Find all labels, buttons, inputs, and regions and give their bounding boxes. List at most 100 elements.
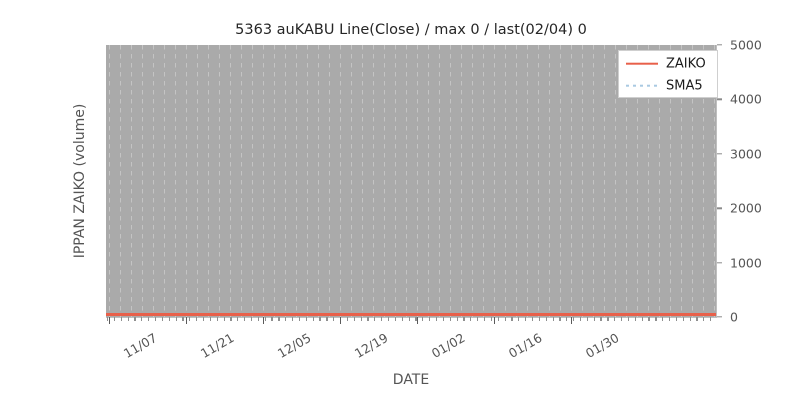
x-tick-minor: [107, 317, 109, 321]
x-tick-minor: [154, 317, 157, 321]
x-tick-minor: [223, 317, 225, 321]
y-tick-mark: [717, 316, 722, 318]
axis-spine-right: [716, 45, 718, 318]
x-tick-label: 12/05: [274, 330, 314, 362]
x-tick-minor: [477, 317, 479, 321]
x-tick-minor: [134, 317, 136, 321]
x-tick-minor: [586, 317, 588, 321]
x-tick-minor: [120, 317, 122, 321]
gridline-vertical: [372, 45, 374, 317]
x-tick-minor: [353, 317, 355, 321]
y-tick-label: 0: [730, 309, 738, 325]
x-tick-minor: [566, 317, 568, 321]
gridline-vertical: [625, 45, 627, 317]
x-tick-minor: [216, 317, 218, 321]
gridline-vertical: [680, 45, 682, 317]
x-tick-minor: [244, 317, 246, 321]
gridline-vertical: [669, 45, 671, 317]
gridline-vertical: [295, 45, 297, 317]
x-tick-minor: [415, 317, 417, 321]
legend-label-zaiko: ZAIKO: [666, 56, 706, 71]
x-tick-minor: [292, 317, 294, 321]
gridline-vertical: [460, 45, 462, 317]
x-tick-minor: [593, 317, 595, 321]
dotted-line-swatch-icon: [626, 84, 658, 87]
gridline-vertical: [240, 45, 242, 317]
gridline-vertical: [339, 45, 341, 317]
x-tick-minor: [429, 317, 431, 321]
gridline-vertical: [427, 45, 429, 317]
gridline-vertical: [361, 45, 363, 317]
gridline-vertical: [537, 45, 539, 317]
x-tick-minor: [490, 317, 492, 321]
gridline-vertical: [130, 45, 132, 317]
y-axis-label: IPPAN ZAIKO (volume): [72, 103, 88, 259]
x-tick-minor: [333, 317, 335, 321]
x-tick-minor: [237, 317, 239, 321]
gridline-vertical: [196, 45, 198, 317]
legend-entry-sma5[interactable]: SMA5: [619, 75, 717, 96]
x-axis-label: DATE: [392, 372, 430, 388]
x-tick-minor: [552, 317, 554, 321]
x-tick-minor: [648, 317, 650, 321]
gridline-vertical: [493, 45, 495, 317]
gridline-vertical: [273, 45, 275, 317]
gridline-vertical: [636, 45, 638, 317]
vertical-gridlines: [106, 45, 716, 317]
x-tick-minor: [525, 317, 527, 321]
gridline-vertical: [306, 45, 308, 317]
y-tick-label: 4000: [730, 91, 762, 107]
gridline-vertical: [438, 45, 440, 317]
x-tick-minor: [538, 317, 540, 321]
x-tick-minor: [559, 317, 561, 321]
x-tick-major: [417, 317, 419, 324]
gridline-vertical: [119, 45, 121, 317]
x-tick-minor: [442, 317, 445, 321]
x-tick-minor: [545, 317, 547, 321]
x-tick-minor: [298, 317, 301, 321]
x-tick-minor: [285, 317, 287, 321]
x-tick-minor: [511, 317, 513, 321]
x-tick-minor: [497, 317, 499, 321]
gridline-vertical: [691, 45, 693, 317]
x-tick-minor: [579, 317, 582, 321]
gridline-vertical: [229, 45, 231, 317]
gridline-vertical: [449, 45, 451, 317]
plot-area[interactable]: [106, 45, 716, 317]
chart-legend[interactable]: ZAIKO SMA5: [618, 50, 718, 98]
gridline-vertical: [383, 45, 385, 317]
x-tick-minor: [682, 317, 684, 321]
x-tick-minor: [168, 317, 170, 321]
y-tick-mark: [717, 261, 722, 264]
y-tick-label: 2000: [730, 200, 762, 216]
gridline-vertical: [405, 45, 407, 317]
gridline-vertical: [548, 45, 550, 317]
gridline-vertical: [559, 45, 561, 317]
y-tick-label: 1000: [730, 255, 762, 271]
x-tick-label: 11/07: [120, 330, 160, 362]
x-tick-minor: [408, 317, 410, 321]
x-tick-label: 01/02: [428, 330, 468, 362]
x-tick-minor: [196, 317, 198, 321]
x-tick-minor: [189, 317, 191, 321]
gridline-vertical: [592, 45, 594, 317]
x-tick-minor: [470, 317, 472, 321]
gridline-vertical: [658, 45, 660, 317]
gridline-vertical: [141, 45, 143, 317]
y-tick-mark: [717, 98, 722, 101]
x-tick-minor: [662, 317, 664, 321]
gridline-vertical: [350, 45, 352, 317]
x-tick-minor: [710, 317, 712, 321]
x-tick-minor: [641, 317, 643, 321]
x-tick-minor: [381, 317, 383, 321]
gridline-vertical: [471, 45, 473, 317]
x-tick-minor: [621, 317, 623, 321]
x-tick-minor: [202, 317, 205, 321]
legend-entry-zaiko[interactable]: ZAIKO: [619, 53, 717, 74]
x-tick-minor: [689, 317, 691, 321]
x-tick-minor: [367, 317, 369, 321]
x-tick-minor: [703, 317, 705, 321]
x-tick-minor: [250, 317, 253, 321]
x-tick-minor: [456, 317, 458, 321]
